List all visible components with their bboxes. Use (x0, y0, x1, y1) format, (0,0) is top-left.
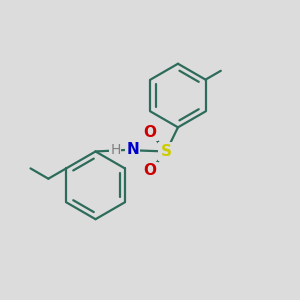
Text: H: H (110, 143, 121, 157)
Text: N: N (126, 142, 139, 158)
Text: S: S (161, 144, 172, 159)
Text: O: O (143, 163, 157, 178)
Text: O: O (143, 125, 157, 140)
